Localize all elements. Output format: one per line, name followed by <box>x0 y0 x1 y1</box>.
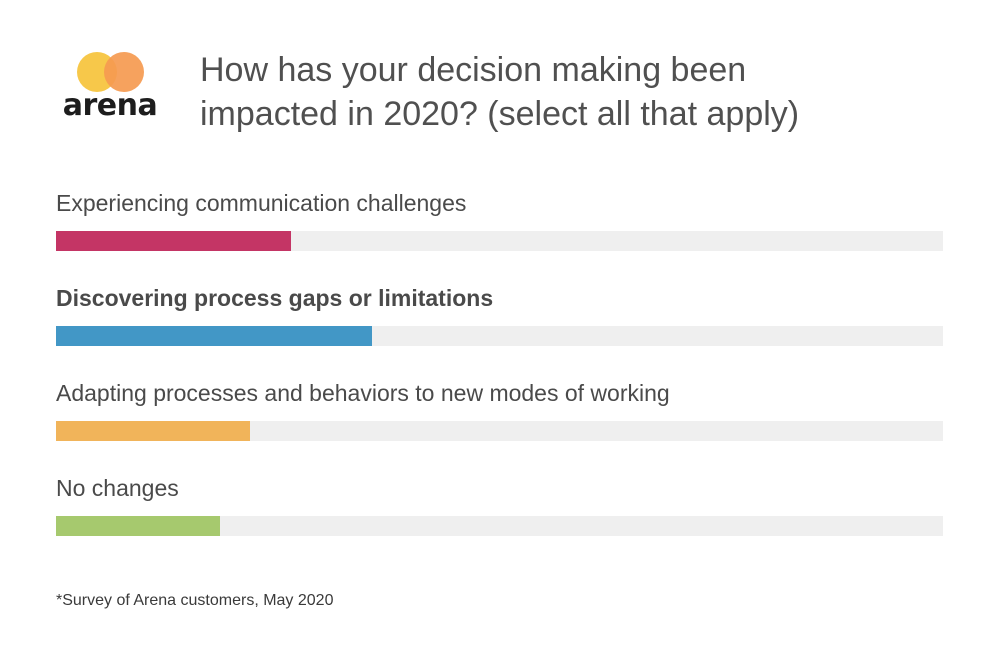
footnote: *Survey of Arena customers, May 2020 <box>56 592 334 609</box>
bar <box>56 516 220 536</box>
bar-track <box>56 516 943 536</box>
bar-row: Experiencing communication challenges <box>56 186 944 256</box>
bar-label: Discovering process gaps or limitations <box>56 285 494 311</box>
title-line-2: impacted in 2020? (select all that apply… <box>200 95 800 133</box>
bar-label: Adapting processes and behaviors to new … <box>56 380 670 406</box>
bar-row: Adapting processes and behaviors to new … <box>56 376 944 446</box>
bar <box>56 421 250 441</box>
title-line-1: How has your decision making been <box>200 51 747 89</box>
bar-row: No changes <box>56 471 944 541</box>
bar-label: Experiencing communication challenges <box>56 190 467 216</box>
bar-label: No changes <box>56 475 179 501</box>
bar-track <box>56 326 943 346</box>
page-title: How has your decision making been impact… <box>200 48 960 136</box>
bar <box>56 326 372 346</box>
arena-logo: arena <box>52 52 168 128</box>
overlapping-circles-icon <box>77 52 144 92</box>
bar-row: Discovering process gaps or limitations <box>56 281 944 351</box>
bar <box>56 231 291 251</box>
brand-name: arena <box>62 88 158 123</box>
bar-track <box>56 231 943 251</box>
bar-track <box>56 421 943 441</box>
